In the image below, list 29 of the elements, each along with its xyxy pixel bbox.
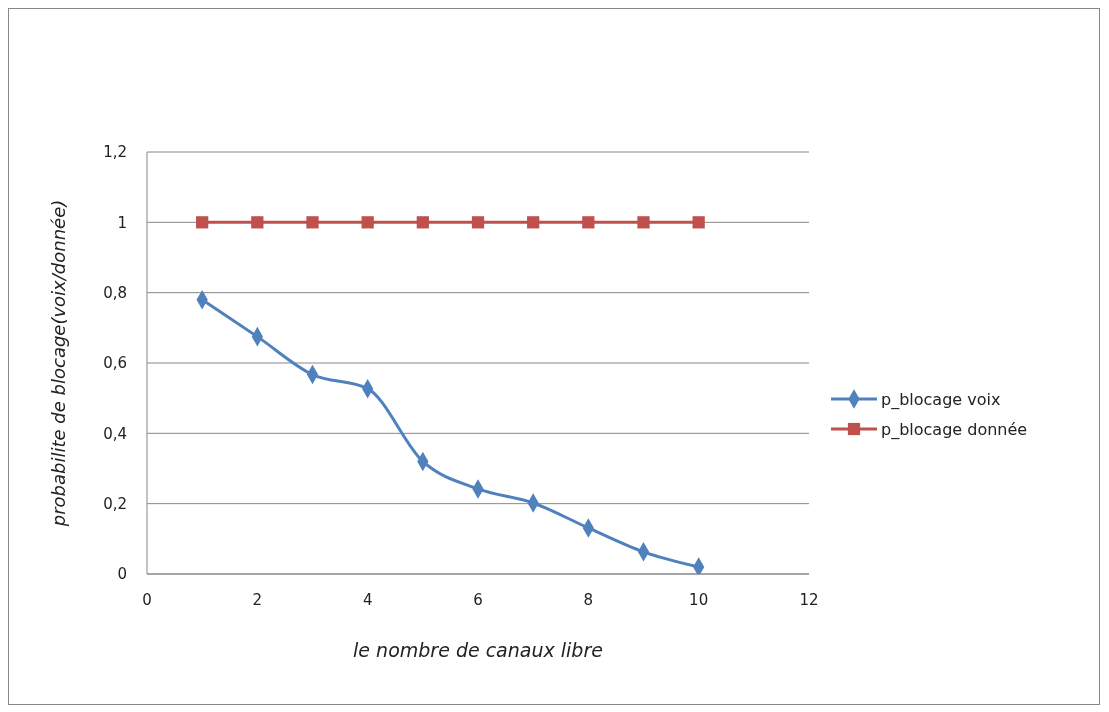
x-tick-label: 2 [252,590,263,609]
point [196,216,209,229]
y-tick-label: 0,8 [103,283,127,302]
point [582,216,595,229]
y-tick-label: 0,6 [103,354,127,373]
y-tick-label: 0,4 [103,424,127,443]
x-axis-title: le nombre de canaux libre [353,639,603,662]
point [693,557,705,574]
point [251,216,264,229]
point [637,216,650,229]
y-tick-label: 0 [117,565,127,584]
x-tick-label: 10 [689,590,709,609]
x-tick-label: 6 [473,590,483,609]
point [361,216,374,229]
y-axis-title: probabilite de blocage(voix/donnée) [48,199,70,528]
y-tick-label: 0,2 [103,494,127,513]
point [527,216,540,229]
y-tick-label: 1 [117,213,127,232]
legend-label: p_blocage donnée [881,419,1028,439]
legend-label: p_blocage voix [881,389,1001,409]
x-tick-label: 0 [142,590,152,609]
point [416,216,429,229]
x-tick-label: 8 [583,590,594,609]
point [471,216,485,229]
x-tick-label: 12 [799,590,819,609]
point [692,216,705,229]
x-tick-label: 4 [362,590,373,609]
point [306,216,319,229]
y-tick-label: 1,2 [103,143,127,162]
